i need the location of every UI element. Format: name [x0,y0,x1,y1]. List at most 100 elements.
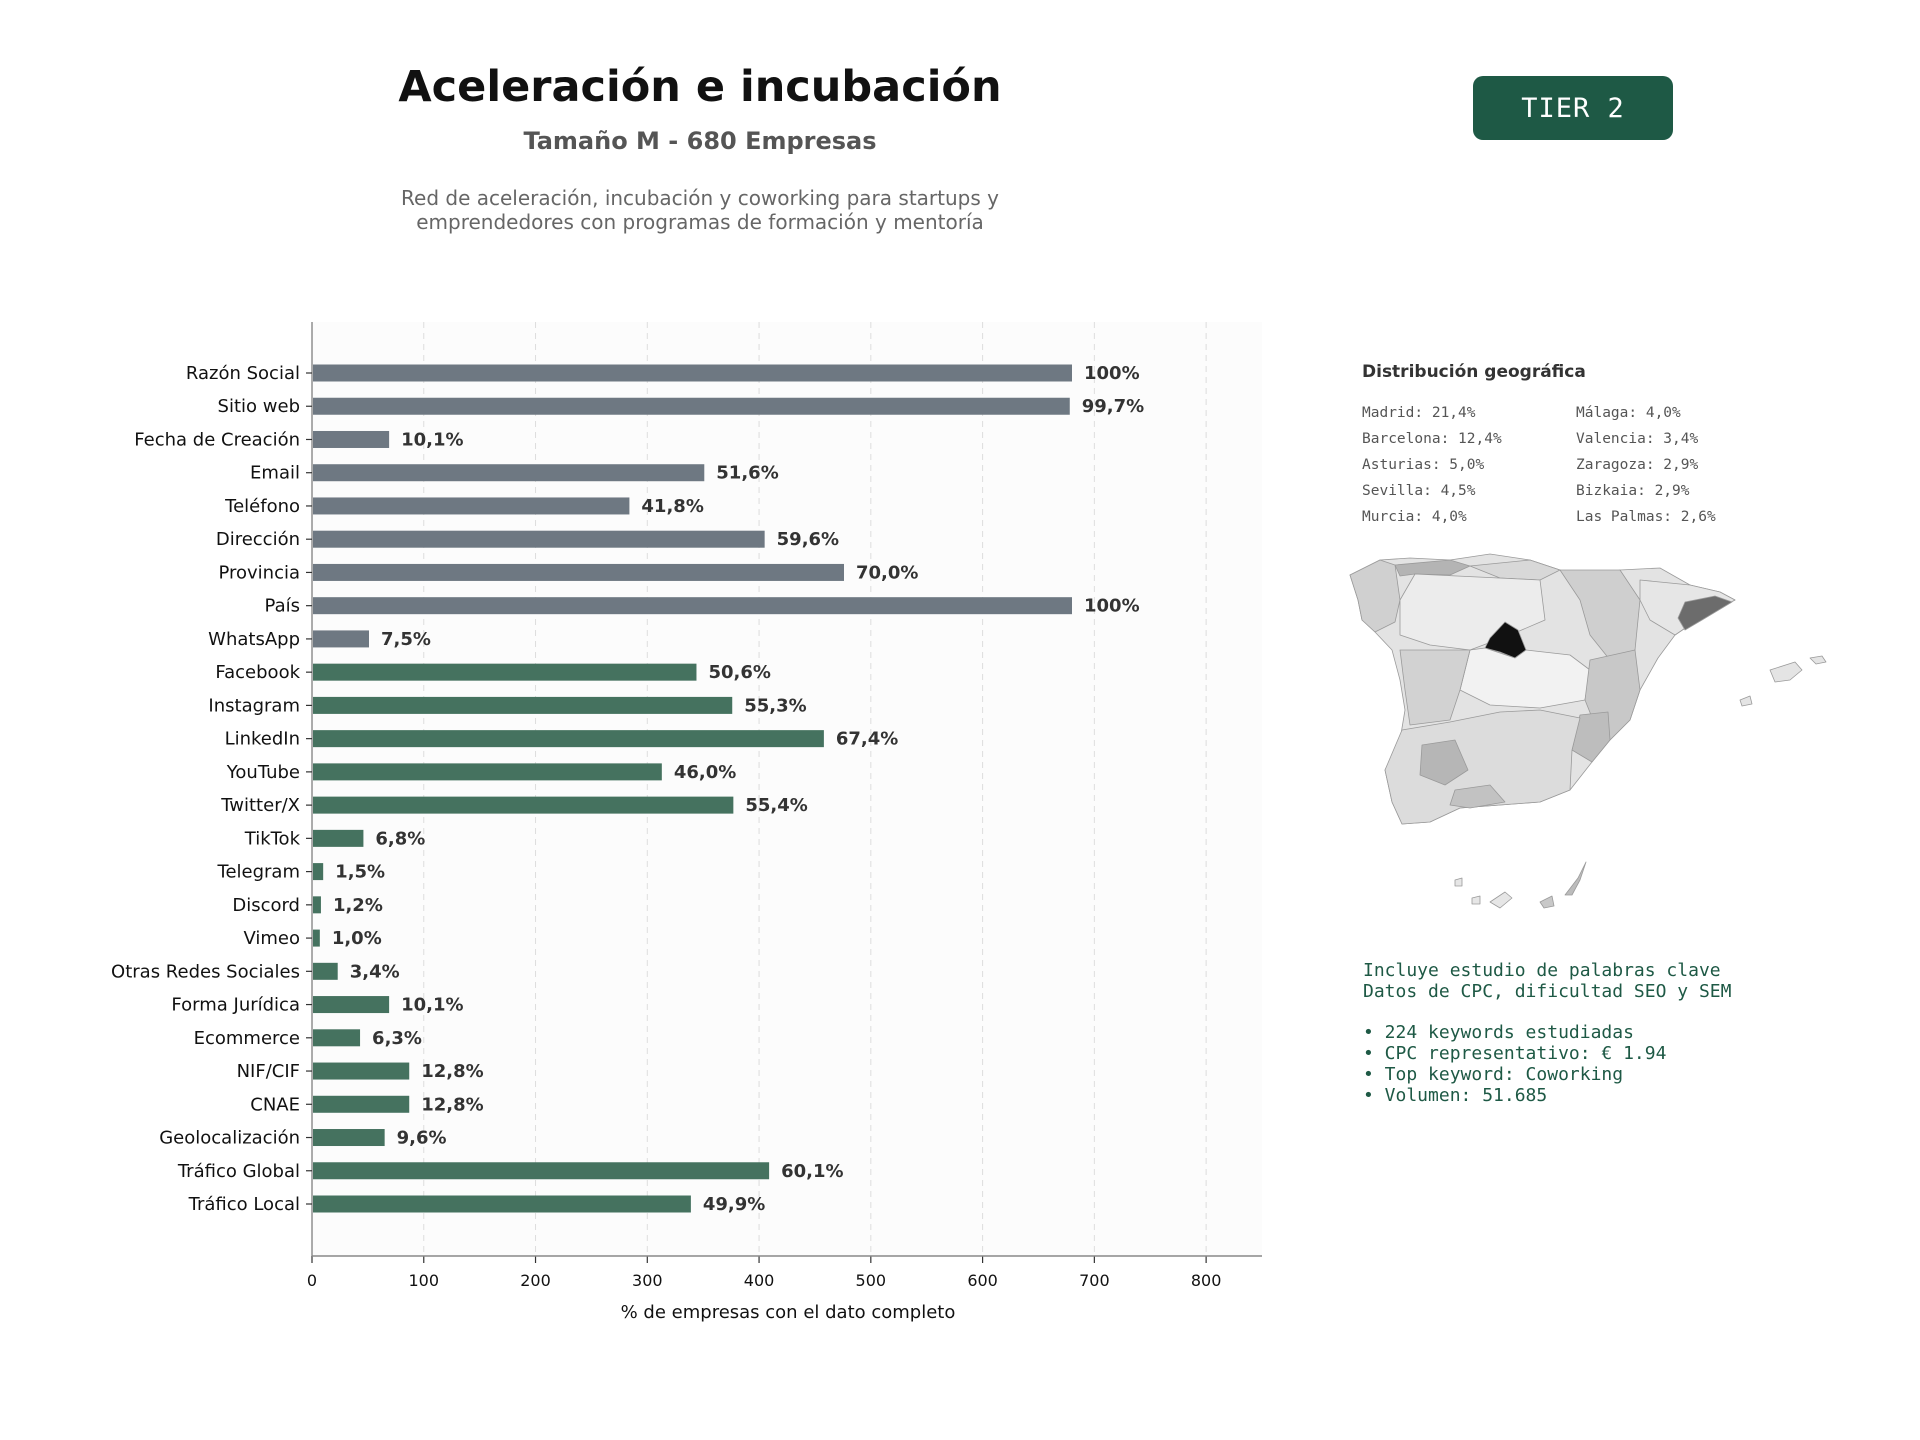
bar [313,430,390,448]
x-tick-label: 200 [520,1271,551,1290]
bar [313,364,1072,382]
bar [313,563,844,581]
x-tick-label: 600 [967,1271,998,1290]
bar [313,996,390,1014]
keywords-bullet: • Top keyword: Coworking [1363,1064,1624,1085]
region-malaga [1449,784,1506,809]
x-tick-label: 800 [1191,1271,1222,1290]
data-label: 100% [1084,596,1140,617]
data-label: 55,4% [745,795,807,816]
plot-background [312,322,1262,1256]
data-label: 55,3% [744,695,806,716]
bar [313,530,765,548]
data-label: 10,1% [401,429,463,450]
x-tick-label: 500 [856,1271,887,1290]
category-label: Twitter/X [220,795,300,816]
bar [313,464,705,482]
bar [313,663,697,681]
bar [313,397,1070,415]
geo-item: Zaragoza: 2,9% [1576,457,1699,473]
category-label: Email [250,463,300,484]
bar [313,1129,385,1147]
data-label: 100% [1084,363,1140,384]
data-label: 49,9% [703,1194,765,1215]
page-description: Red de aceleración, incubación y coworki… [300,186,1100,234]
data-label: 70,0% [856,562,918,583]
category-label: Forma Jurídica [171,995,300,1016]
bar [313,630,369,648]
tier-badge: TIER 2 [1473,76,1673,140]
region-baleares-2 [1809,655,1827,665]
data-label: 6,8% [375,828,425,849]
keywords-line-2: Datos de CPC, dificultad SEO y SEM [1363,981,1732,1002]
region-castilla-la-mancha [1459,647,1591,709]
page-subtitle: Tamaño M - 680 Empresas [523,127,877,155]
category-label: CNAE [250,1094,300,1115]
category-label: Ecommerce [194,1028,300,1049]
x-tick-label: 100 [408,1271,439,1290]
x-axis-label: % de empresas con el dato completo [621,1302,956,1323]
category-label: Provincia [218,562,300,583]
keywords-bullet: • CPC representativo: € 1.94 [1363,1043,1667,1064]
data-label: 10,1% [401,995,463,1016]
data-label: 1,2% [333,895,383,916]
category-label: Facebook [215,662,300,683]
category-label: País [265,596,300,617]
data-label: 3,4% [350,961,400,982]
category-label: Telegram [217,862,300,883]
category-label: Fecha de Creación [134,429,300,450]
geo-item: Barcelona: 12,4% [1362,431,1502,447]
region-extremadura [1399,649,1471,726]
geo-item: Murcia: 4,0% [1362,509,1467,525]
region-asturias [1394,559,1471,577]
bar [313,929,320,947]
category-label: Geolocalización [159,1128,300,1149]
region-baleares-1 [1769,661,1803,683]
bar [313,730,824,748]
x-tick-label: 300 [632,1271,663,1290]
data-label: 99,7% [1082,396,1144,417]
data-label: 12,8% [421,1094,483,1115]
bar [313,1162,770,1180]
geo-item: Málaga: 4,0% [1576,405,1681,421]
bar [313,829,364,847]
region-canarias-1 [1564,861,1587,896]
data-label: 59,6% [777,529,839,550]
bar [313,796,734,814]
region-sevilla [1419,739,1469,786]
category-label: Sitio web [218,396,300,417]
data-label: 12,8% [421,1061,483,1082]
geo-item: Madrid: 21,4% [1362,405,1476,421]
data-label: 7,5% [381,629,431,650]
region-canarias-4 [1471,895,1481,905]
data-label: 6,3% [372,1028,422,1049]
data-label: 41,8% [641,496,703,517]
bar [313,1095,410,1113]
category-label: Tráfico Global [177,1161,300,1182]
bar-chart: 0 100 200 300 400 500 600 700 800 Razón Social 100… [111,322,1262,1323]
category-label: WhatsApp [208,629,300,650]
data-label: 60,1% [781,1161,843,1182]
geo-list-right: Málaga: 4,0% Valencia: 3,4% Zaragoza: 2,… [1576,400,1716,530]
geo-item: Bizkaia: 2,9% [1576,483,1690,499]
page-title: Aceleración e incubación [398,62,1002,112]
bar [313,763,662,781]
category-label: Dirección [216,529,300,550]
keywords-panel: Incluye estudio de palabras clave Datos … [1363,960,1731,1106]
keywords-bullet: • Volumen: 51.685 [1363,1085,1548,1106]
category-label: TikTok [244,828,301,849]
geo-item: Asturias: 5,0% [1362,457,1485,473]
region-baleares-3 [1739,695,1753,707]
data-label: 46,0% [674,762,736,783]
category-label: Instagram [208,695,300,716]
data-label: 51,6% [716,463,778,484]
category-label: NIF/CIF [237,1061,300,1082]
region-north [1469,559,1561,581]
category-label: Razón Social [186,363,300,384]
bar [313,1195,691,1213]
bar [313,497,630,515]
region-canarias-2 [1539,895,1555,909]
spain-choropleth-map [1349,553,1827,909]
keywords-line-1: Incluye estudio de palabras clave [1363,960,1721,981]
bar [313,597,1072,615]
